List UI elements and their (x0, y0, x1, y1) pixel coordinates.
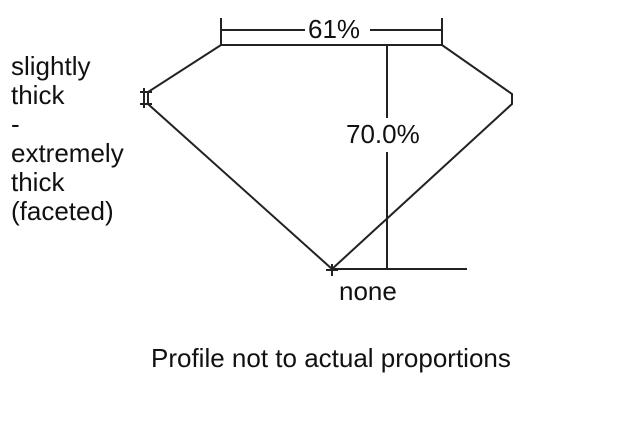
culet-label: none (339, 276, 397, 306)
table-percent-label: 61% (308, 14, 361, 44)
depth-dimension-line (332, 45, 467, 270)
depth-percent-label: 70.0% (346, 119, 420, 149)
girdle-marker (140, 88, 152, 108)
table-dimension-line (220, 18, 443, 45)
girdle-label: slightly thick - extremely thick (facete… (11, 51, 124, 226)
caption: Profile not to actual proportions (151, 343, 511, 373)
gem-outline (147, 44, 513, 271)
